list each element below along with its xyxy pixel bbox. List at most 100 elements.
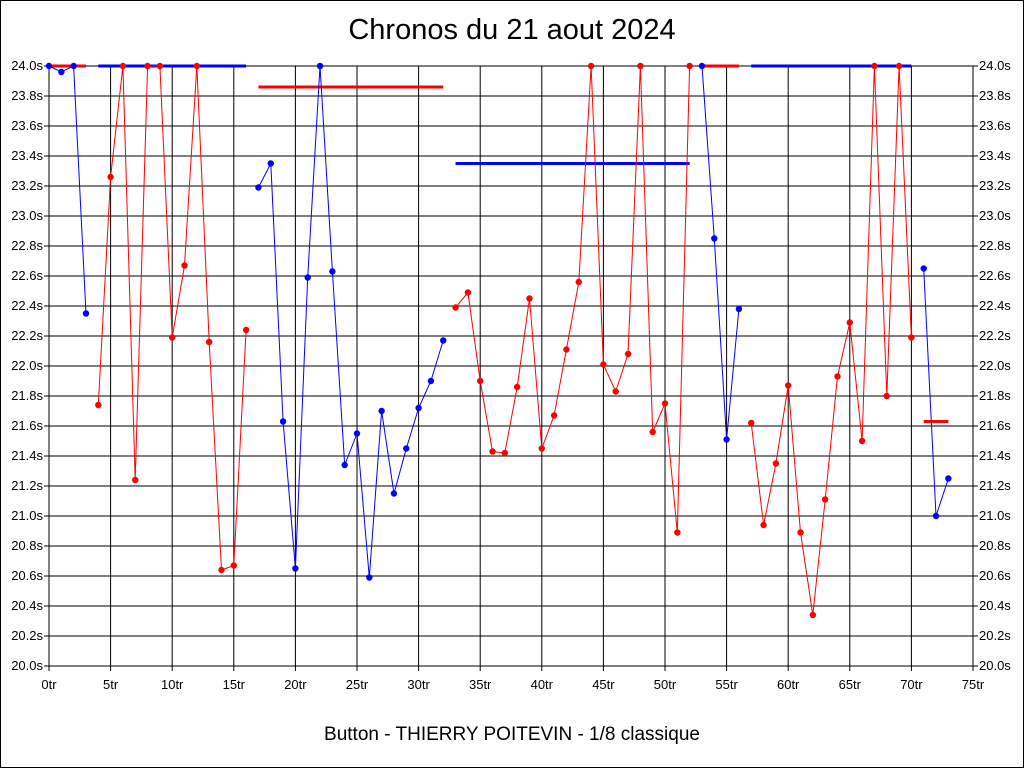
y-tick-label-left: 21.8s (11, 388, 43, 403)
x-tick-label: 50tr (654, 677, 677, 692)
x-tick-label: 25tr (346, 677, 369, 692)
y-tick-label-right: 21.6s (979, 418, 1011, 433)
y-tick-label-left: 23.8s (11, 88, 43, 103)
x-tick-label: 20tr (284, 677, 307, 692)
x-tick-label: 5tr (103, 677, 119, 692)
y-tick-label-right: 22.0s (979, 358, 1011, 373)
y-tick-label-right: 21.8s (979, 388, 1011, 403)
x-tick-label: 60tr (777, 677, 800, 692)
data-point (366, 574, 373, 581)
data-point (132, 476, 139, 484)
y-tick-label-right: 24.0s (979, 58, 1011, 73)
data-point (711, 235, 718, 242)
data-point (95, 401, 102, 409)
data-point (686, 62, 693, 70)
y-tick-label-left: 22.2s (11, 328, 43, 343)
y-tick-label-left: 23.4s (11, 148, 43, 163)
data-point (193, 62, 201, 70)
data-point (205, 338, 213, 346)
y-tick-label-right: 22.8s (979, 238, 1011, 253)
y-tick-label-right: 20.8s (979, 538, 1011, 553)
chart-footer: Button - THIERRY POITEVIN - 1/8 classiqu… (324, 724, 700, 745)
y-tick-label-left: 20.2s (11, 628, 43, 643)
x-tick-label: 30tr (407, 677, 430, 692)
data-point (945, 475, 952, 482)
data-point (489, 448, 496, 455)
data-point (674, 529, 681, 536)
y-tick-label-right: 23.0s (979, 208, 1011, 223)
data-point (329, 268, 336, 275)
y-tick-label-right: 23.8s (979, 88, 1011, 103)
y-tick-label-left: 23.0s (11, 208, 43, 223)
y-tick-label-right: 22.6s (979, 268, 1011, 283)
series-line (750, 65, 912, 616)
data-point (378, 407, 385, 415)
data-point (723, 436, 730, 443)
data-point (218, 566, 225, 574)
data-point (772, 460, 780, 467)
data-point (858, 437, 866, 445)
data-point (415, 404, 422, 412)
data-point (748, 419, 755, 427)
data-point (279, 418, 287, 425)
y-tick-label-right: 20.6s (979, 568, 1011, 583)
data-point (156, 62, 164, 70)
data-point (821, 496, 829, 503)
y-tick-label-left: 20.6s (11, 568, 43, 583)
data-point (735, 305, 743, 313)
data-point (242, 326, 250, 334)
data-point (82, 310, 90, 317)
series-line (48, 65, 87, 314)
y-tick-label-right: 21.2s (979, 478, 1011, 493)
data-point (58, 68, 65, 76)
data-point (169, 334, 176, 341)
data-point (575, 278, 582, 286)
y-tick-label-right: 20.0s (979, 658, 1011, 673)
data-point (267, 160, 274, 167)
y-tick-label-right: 22.4s (979, 298, 1011, 313)
data-point (785, 382, 792, 389)
x-tick-label: 55tr (715, 677, 738, 692)
x-tick-label: 45tr (592, 677, 615, 692)
y-tick-label-left: 23.2s (11, 178, 43, 193)
series-line (257, 65, 444, 578)
x-tick-label: 10tr (161, 677, 184, 692)
data-point (550, 412, 558, 419)
data-point (760, 521, 767, 529)
data-point (477, 377, 484, 385)
data-point (587, 62, 595, 70)
data-point (526, 295, 533, 302)
y-tick-label-left: 22.8s (11, 238, 43, 253)
y-tick-label-right: 21.4s (979, 448, 1011, 463)
y-tick-label-left: 21.2s (11, 478, 43, 493)
data-point (834, 373, 841, 380)
data-point (316, 62, 324, 70)
data-point (698, 62, 706, 70)
y-tick-label-right: 23.6s (979, 118, 1011, 133)
x-tick-label: 0tr (41, 677, 57, 692)
y-tick-label-left: 24.0s (11, 58, 43, 73)
data-point (427, 377, 435, 385)
data-point (895, 62, 903, 70)
y-tick-label-right: 22.2s (979, 328, 1011, 343)
x-tick-label: 70tr (900, 677, 923, 692)
data-point (107, 173, 114, 181)
data-point (304, 274, 311, 281)
data-point (932, 512, 940, 520)
y-tick-label-left: 22.0s (11, 358, 43, 373)
y-tick-label-left: 20.4s (11, 598, 43, 613)
y-tick-label-right: 23.2s (979, 178, 1011, 193)
data-point (624, 350, 632, 358)
x-tick-label: 40tr (531, 677, 554, 692)
data-point (119, 62, 127, 70)
data-point (341, 461, 348, 469)
y-tick-label-left: 23.6s (11, 118, 43, 133)
y-tick-label-left: 21.0s (11, 508, 43, 523)
data-point (440, 337, 447, 344)
y-tick-label-left: 21.6s (11, 418, 43, 433)
y-tick-label-right: 21.0s (979, 508, 1011, 523)
data-point (513, 383, 521, 391)
series-line (701, 65, 740, 440)
data-point (390, 490, 398, 497)
